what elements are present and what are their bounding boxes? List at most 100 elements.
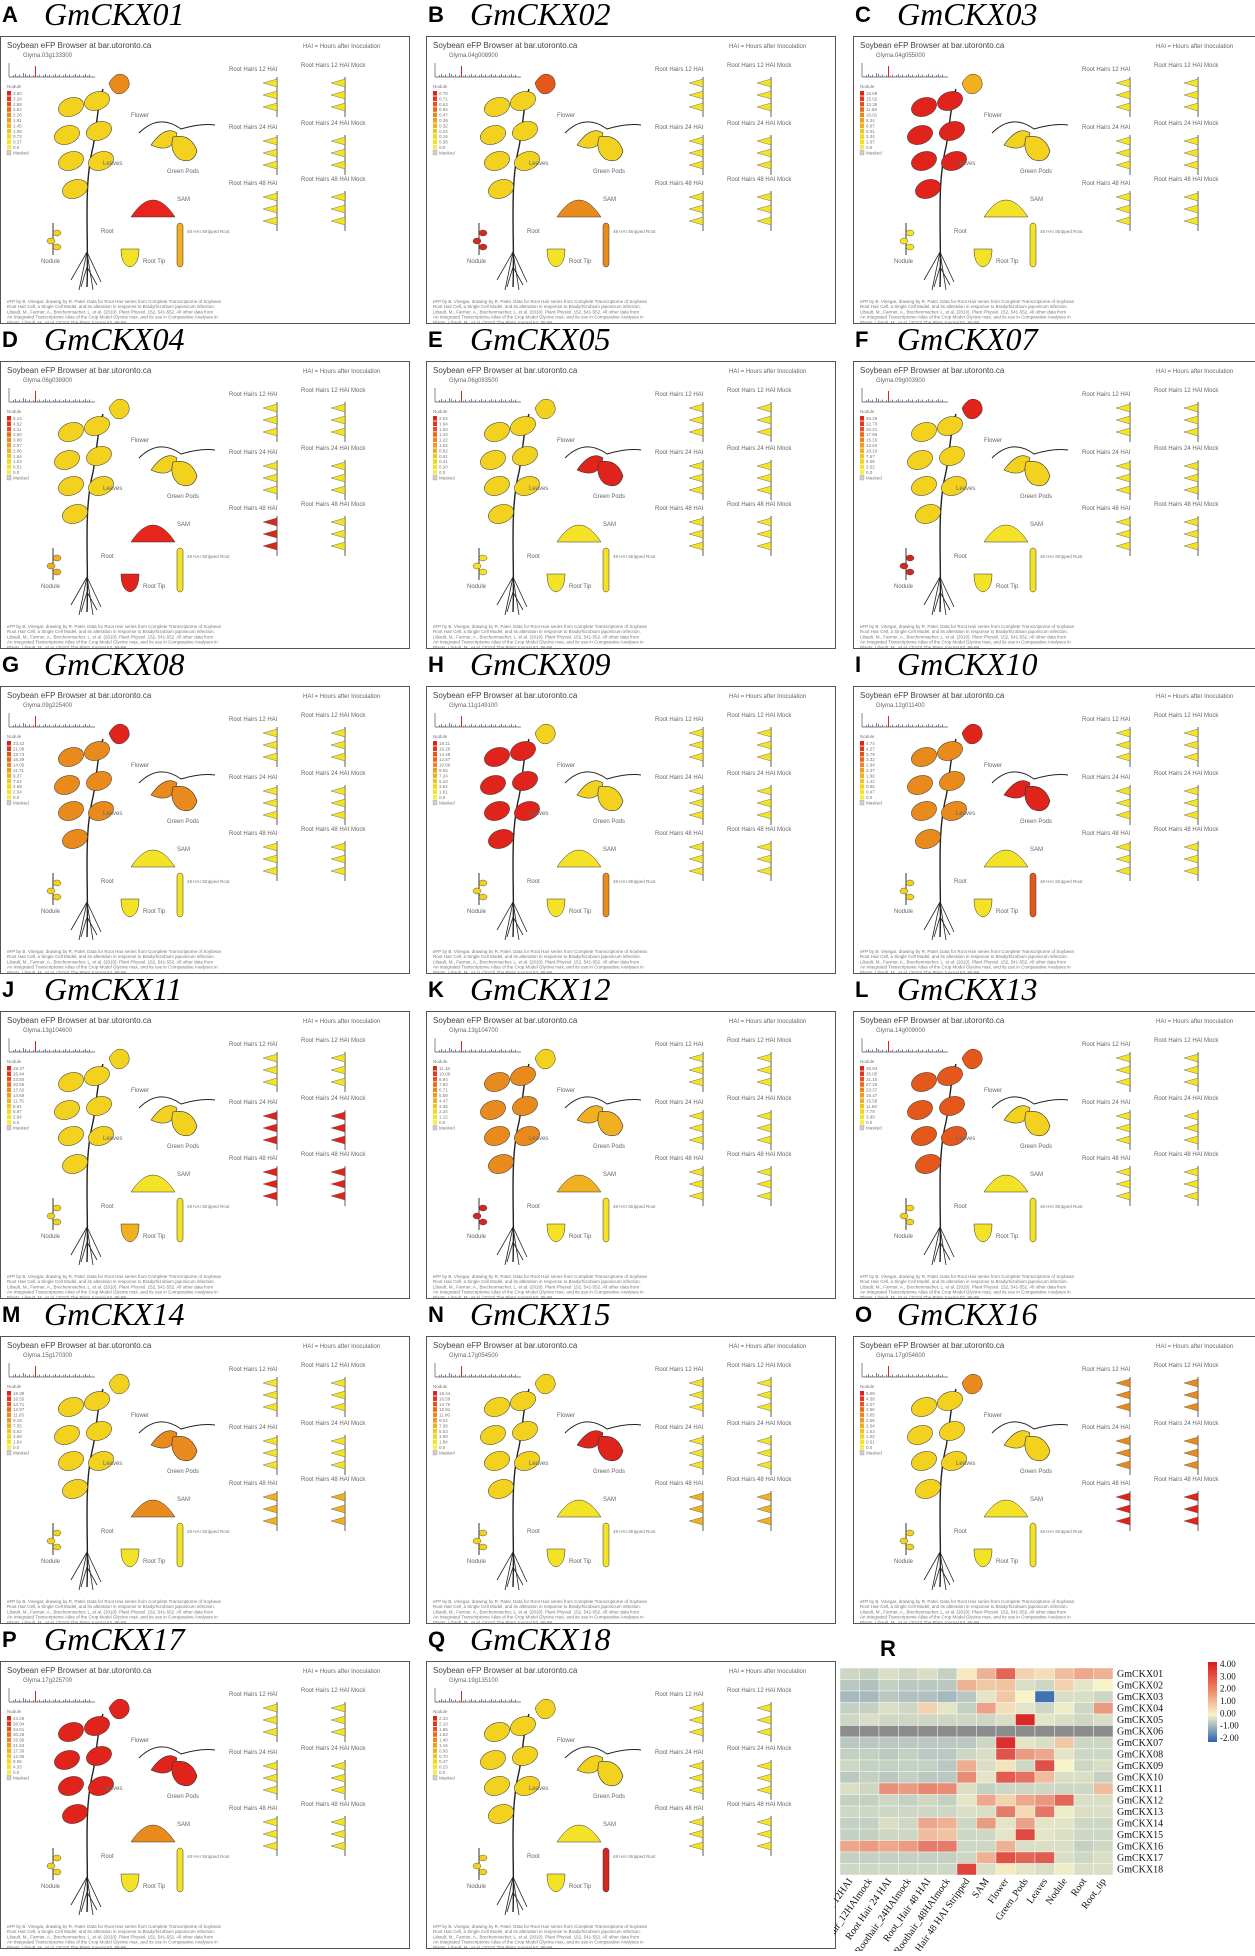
nodule-shape-2 (46, 562, 56, 570)
mini-chart-bar (451, 399, 452, 402)
mini-chart-bar (85, 724, 86, 727)
scale-value: 0.0 (439, 795, 446, 800)
efp-browser-image: Soybean eFP Browser at bar.utoronto.ca Gl… (426, 361, 836, 649)
mini-chart-bar (25, 724, 26, 727)
mini-chart-bar (483, 75, 484, 77)
scale-swatch (7, 1753, 11, 1759)
root-hair-shape (1183, 866, 1199, 876)
label-green-pods: Green Pods (593, 494, 625, 500)
mini-chart-bar (481, 1049, 482, 1052)
gene-title: GmCKX18 (470, 1621, 611, 1657)
mini-chart-bar (513, 1050, 514, 1052)
scale-swatch (7, 112, 11, 118)
leaf-shape (54, 1425, 80, 1445)
leaf-shape (907, 450, 933, 470)
scale-swatch (433, 751, 437, 757)
mini-chart-bar (513, 1700, 514, 1702)
heatmap-cell (956, 1759, 977, 1772)
mini-chart-bar (35, 391, 36, 402)
root-hair-shape (756, 461, 772, 471)
heatmap-cell (898, 1748, 919, 1761)
root-hair-shape (330, 427, 346, 437)
mini-chart-bar (467, 76, 468, 77)
root-hair-shape (688, 810, 704, 820)
root-hair-shape (1115, 204, 1131, 214)
mini-chart-bar (83, 1700, 84, 1702)
mini-chart-bar (13, 1700, 14, 1702)
mini-chart-bar (89, 74, 90, 77)
scale-value: 1.43 (439, 432, 448, 437)
root-hair-shape (688, 529, 704, 539)
mini-chart-bar (457, 1051, 458, 1052)
scale-value: 1.90 (866, 773, 875, 778)
scale-swatch (860, 1391, 864, 1396)
root-hair-shape (756, 160, 772, 170)
root-hair-shape (688, 728, 704, 738)
label-root-hair-inoc: Root Hairs 48 HAI (655, 1156, 704, 1162)
leaf-shape (488, 179, 514, 199)
mini-chart-bar (89, 1049, 90, 1052)
root-hair-shape (330, 517, 346, 527)
root-hair-shape (688, 160, 704, 170)
leaf-shape (88, 151, 114, 171)
gene-title: GmCKX09 (470, 646, 611, 682)
root-hair-shape (262, 1516, 278, 1526)
locus-id: Glyma.17g054600 (876, 1353, 926, 1359)
scale-value: 2.04 (439, 416, 448, 421)
mini-chart-bar (55, 1374, 56, 1377)
heatmap-cell (898, 1805, 919, 1818)
mini-chart-bar (515, 1699, 516, 1702)
label-leaves: Leaves (529, 486, 548, 492)
scale-value: 0.79 (439, 91, 448, 96)
mini-chart-bar (884, 1051, 885, 1052)
mini-chart-bar (45, 74, 46, 77)
root-hair-shape (756, 102, 772, 112)
mini-chart-bar (37, 75, 38, 77)
root-hair-shape (756, 1402, 772, 1412)
root-hair-shape (262, 473, 278, 483)
label-root-hair-inoc: Root Hairs 24 HAI (655, 1425, 704, 1431)
mini-chart-bar (63, 725, 64, 727)
mini-chart-bar (465, 1374, 466, 1377)
leaf-shape (488, 1804, 514, 1824)
heatmap-color-legend (1208, 1662, 1217, 1742)
mini-chart-bar (505, 1374, 506, 1377)
heatmap-cell (956, 1828, 977, 1841)
leaf-shape (939, 1421, 965, 1441)
heatmap-cell (976, 1667, 997, 1680)
mini-chart-bar (491, 724, 492, 727)
scale-value: 0.0 (13, 1120, 20, 1125)
root-hair-shape (262, 1817, 278, 1827)
scale-value: 7.35 (13, 1423, 22, 1428)
scale-swatch (433, 1418, 437, 1423)
scale-swatch (860, 762, 864, 768)
mini-chart-bar (19, 74, 20, 77)
root-hair-shape (1183, 1516, 1199, 1526)
label-green-pods: Green Pods (167, 494, 199, 500)
pod-2 (597, 1436, 624, 1462)
root-system (70, 251, 102, 291)
mini-chart-bar (918, 74, 919, 77)
label-leaves: Leaves (529, 811, 548, 817)
mini-chart-bar (23, 1698, 24, 1702)
root-tip-shape (120, 1873, 140, 1893)
mini-chart-bar (83, 1375, 84, 1377)
label-leaves: Leaves (103, 1136, 122, 1142)
label-green-pods: Green Pods (593, 1469, 625, 1475)
label-green-pods: Green Pods (167, 1794, 199, 1800)
root-system (496, 901, 528, 941)
mini-chart-bar (916, 1375, 917, 1377)
leaf-shape (480, 1425, 506, 1445)
root-system (70, 576, 102, 616)
stripped-root-shape (176, 1197, 184, 1243)
scale-value: 25.96 (13, 1738, 25, 1743)
heatmap-cell (1093, 1805, 1114, 1818)
mini-chart-bar (479, 725, 480, 727)
label-root-hair-inoc: Root Hairs 12 HAI (1082, 1367, 1131, 1373)
leaf-shape (484, 1722, 510, 1742)
scale-swatch (7, 1066, 11, 1071)
heatmap-cell (859, 1851, 880, 1864)
mini-chart-bar (906, 75, 907, 77)
panel-h: H GmCKX09 Soybean eFP Browser at bar.utoro… (426, 646, 836, 974)
leaf-shape (941, 1451, 967, 1471)
